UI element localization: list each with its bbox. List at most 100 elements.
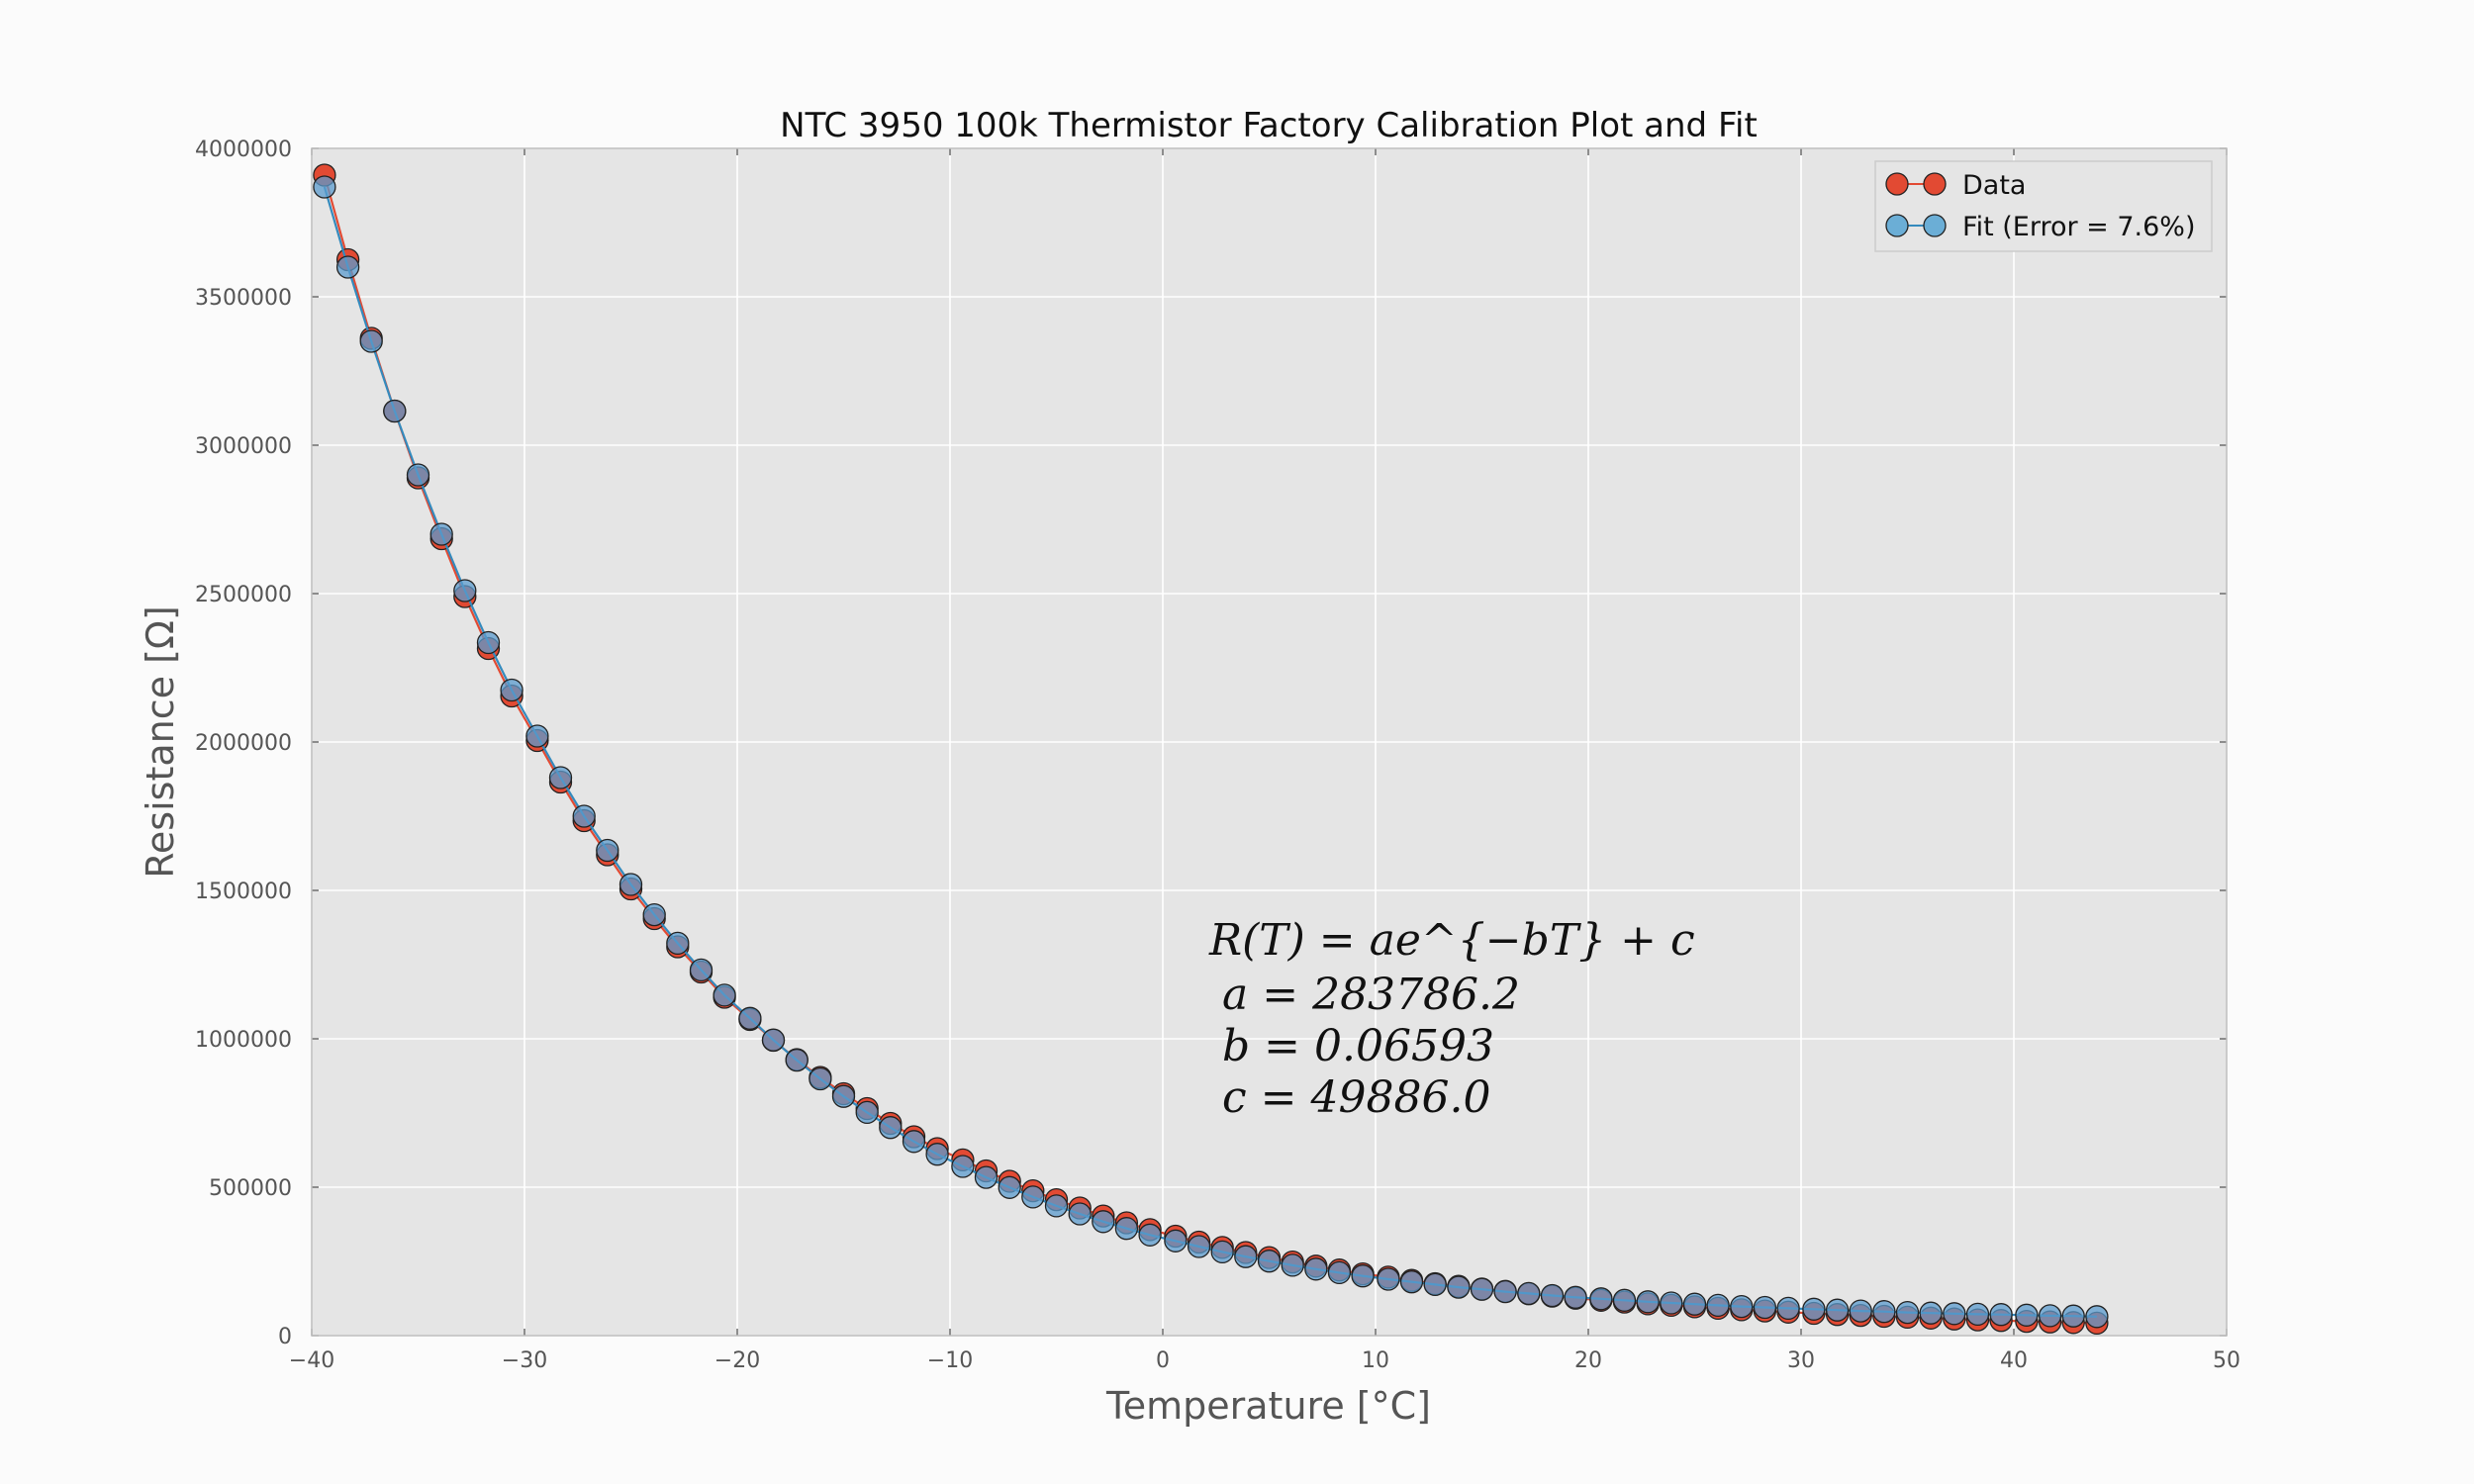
point-fit xyxy=(713,983,736,1007)
point-fit xyxy=(1304,1257,1328,1281)
x-tick-label: −40 xyxy=(289,1348,334,1373)
y-tick-label: 2000000 xyxy=(195,731,292,756)
point-fit xyxy=(1776,1296,1800,1321)
point-fit xyxy=(1470,1277,1494,1301)
point-fit xyxy=(1989,1303,2013,1327)
y-tick-label: 2500000 xyxy=(195,583,292,607)
equation-main: R(T) = ae^{−bT} + c xyxy=(1208,915,1695,966)
chart-title: NTC 3950 100k Thermistor Factory Calibra… xyxy=(780,106,1758,145)
y-axis-label: Resistance [Ω] xyxy=(139,605,182,879)
point-fit xyxy=(1210,1240,1234,1264)
x-tick-label: 30 xyxy=(1787,1348,1815,1373)
point-fit xyxy=(1068,1202,1092,1226)
point-fit xyxy=(1044,1194,1069,1218)
legend-marker-data xyxy=(1885,172,1909,196)
point-fit xyxy=(738,1006,762,1030)
y-tick-label: 500000 xyxy=(209,1176,292,1201)
point-fit xyxy=(879,1116,903,1140)
y-tick-label: 0 xyxy=(278,1325,292,1349)
point-fit xyxy=(1612,1288,1637,1312)
legend: Data Fit (Error = 7.6%) xyxy=(1874,160,2213,252)
point-fit xyxy=(2061,1304,2085,1328)
point-fit xyxy=(1660,1291,1683,1315)
point-fit xyxy=(1187,1235,1211,1258)
point-fit xyxy=(1377,1267,1400,1291)
point-fit xyxy=(1943,1302,1966,1326)
point-fit xyxy=(1493,1279,1517,1304)
axis-ticks: −40 −30 −20 −10 0 10 20 30 40 50 0 500000 1000000 150… xyxy=(195,138,2240,1373)
series-line-fit xyxy=(323,186,2097,1318)
point-fit xyxy=(2038,1304,2062,1328)
legend-marker-data xyxy=(1923,172,1947,196)
point-fit xyxy=(1164,1229,1188,1252)
point-fit xyxy=(925,1143,949,1166)
point-fit xyxy=(500,678,523,702)
series-line-data xyxy=(323,174,2097,1325)
point-fit xyxy=(1564,1285,1587,1309)
point-fit xyxy=(1021,1185,1045,1209)
point-fit xyxy=(1540,1283,1565,1308)
point-fit xyxy=(974,1165,999,1189)
point-fit xyxy=(2015,1303,2039,1327)
point-fit xyxy=(453,579,477,603)
point-fit xyxy=(1802,1297,1826,1321)
point-fit xyxy=(855,1100,879,1125)
point-fit xyxy=(335,255,360,279)
point-fit xyxy=(1114,1217,1139,1241)
point-fit xyxy=(383,399,407,423)
point-fit xyxy=(1919,1301,1943,1325)
point-fit xyxy=(761,1028,786,1052)
point-fit xyxy=(951,1155,975,1178)
point-fit xyxy=(902,1130,926,1154)
point-fit xyxy=(1825,1298,1850,1322)
legend-marker-fit xyxy=(1923,214,1947,237)
point-fit xyxy=(1399,1270,1424,1294)
point-fit xyxy=(1730,1294,1754,1319)
point-fit xyxy=(1327,1260,1352,1285)
y-tick-label: 4000000 xyxy=(195,138,292,162)
point-fit xyxy=(313,175,336,199)
y-tick-label: 3500000 xyxy=(195,286,292,311)
x-tick-label: 10 xyxy=(1362,1348,1389,1373)
point-fit xyxy=(1447,1275,1471,1299)
point-fit xyxy=(1234,1245,1258,1268)
point-fit xyxy=(429,522,453,546)
x-tick-label: −20 xyxy=(714,1348,760,1373)
point-fit xyxy=(1281,1253,1304,1277)
legend-label-data: Data xyxy=(1962,170,2026,201)
equation-param-a: a = 283786.2 xyxy=(1222,970,1520,1020)
legend-marker-fit xyxy=(1885,214,1909,237)
point-fit xyxy=(476,630,501,655)
point-fit xyxy=(1965,1302,1990,1327)
point-fit xyxy=(1682,1292,1707,1316)
point-fit xyxy=(1092,1210,1115,1234)
point-fit xyxy=(1589,1287,1613,1311)
y-tick-label: 1500000 xyxy=(195,880,292,904)
point-fit xyxy=(1753,1295,1777,1320)
point-fit xyxy=(998,1175,1021,1199)
point-fit xyxy=(1849,1299,1872,1323)
point-fit xyxy=(1636,1290,1660,1314)
y-tick-label: 3000000 xyxy=(195,434,292,459)
point-fit xyxy=(642,902,666,927)
equation-param-c: c = 49886.0 xyxy=(1222,1072,1490,1123)
x-axis-label: Temperature [°C] xyxy=(1105,1384,1431,1428)
x-tick-label: 0 xyxy=(1156,1348,1170,1373)
point-fit xyxy=(689,958,714,982)
point-fit xyxy=(548,766,573,789)
point-fit xyxy=(1706,1293,1730,1318)
x-tick-label: 40 xyxy=(2000,1348,2028,1373)
point-fit xyxy=(406,463,430,487)
point-fit xyxy=(1351,1264,1375,1288)
point-fit xyxy=(596,838,619,863)
point-fit xyxy=(1895,1300,1920,1325)
point-fit xyxy=(618,873,643,896)
point-fit xyxy=(359,329,383,353)
point-fit xyxy=(666,931,690,956)
point-fit xyxy=(831,1084,856,1108)
plot-frame xyxy=(311,147,2228,1337)
point-fit xyxy=(1517,1281,1541,1306)
x-tick-label: −30 xyxy=(502,1348,547,1373)
equation-param-b: b = 0.06593 xyxy=(1222,1021,1494,1071)
